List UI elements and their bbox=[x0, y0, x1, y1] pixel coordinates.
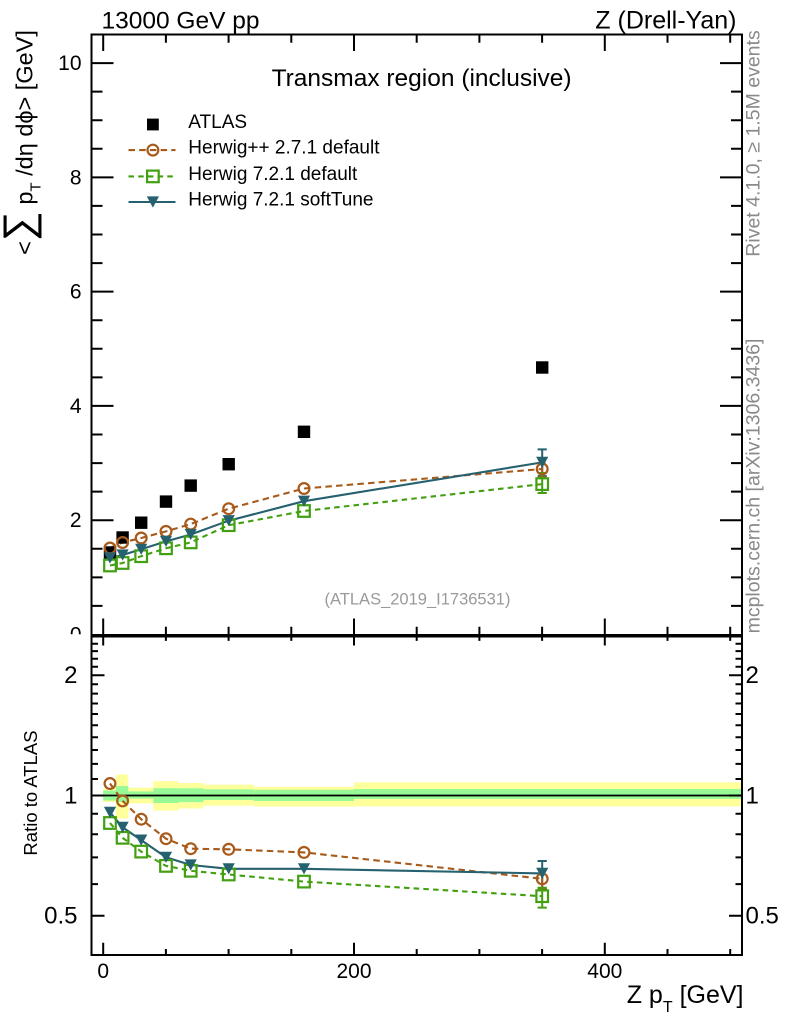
svg-text:Herwig 7.2.1 default: Herwig 7.2.1 default bbox=[188, 164, 358, 185]
svg-text:Transmax region (inclusive): Transmax region (inclusive) bbox=[272, 65, 572, 92]
svg-text:Z (Drell-Yan): Z (Drell-Yan) bbox=[595, 7, 736, 35]
svg-text:0.5: 0.5 bbox=[746, 903, 779, 930]
svg-text:6: 6 bbox=[70, 281, 82, 304]
svg-text:Herwig 7.2.1 softTune: Herwig 7.2.1 softTune bbox=[188, 190, 373, 211]
svg-text:0.5: 0.5 bbox=[44, 903, 77, 930]
svg-text:2: 2 bbox=[746, 662, 759, 689]
svg-text:ATLAS: ATLAS bbox=[188, 112, 247, 133]
svg-text:13000 GeV pp: 13000 GeV pp bbox=[102, 8, 260, 35]
svg-text:400: 400 bbox=[587, 960, 622, 983]
svg-text:0: 0 bbox=[97, 960, 109, 983]
svg-text:4: 4 bbox=[70, 395, 82, 418]
svg-text:Rivet 4.1.0, ≥ 1.5M events: Rivet 4.1.0, ≥ 1.5M events bbox=[743, 30, 765, 257]
svg-text:(ATLAS_2019_I1736531): (ATLAS_2019_I1736531) bbox=[325, 590, 511, 608]
svg-text:Herwig++ 2.7.1 default: Herwig++ 2.7.1 default bbox=[188, 138, 380, 159]
svg-text:2: 2 bbox=[64, 662, 77, 689]
svg-text:mcplots.cern.ch [arXiv:1306.34: mcplots.cern.ch [arXiv:1306.3436] bbox=[743, 339, 765, 634]
svg-text:1: 1 bbox=[64, 782, 77, 809]
svg-text:10: 10 bbox=[58, 52, 81, 75]
svg-text:0: 0 bbox=[70, 624, 82, 647]
svg-text:2: 2 bbox=[70, 509, 82, 532]
svg-text:1: 1 bbox=[746, 782, 759, 809]
svg-text:Ratio to ATLAS: Ratio to ATLAS bbox=[20, 730, 41, 855]
svg-text:8: 8 bbox=[70, 166, 82, 189]
svg-text:200: 200 bbox=[336, 960, 371, 983]
